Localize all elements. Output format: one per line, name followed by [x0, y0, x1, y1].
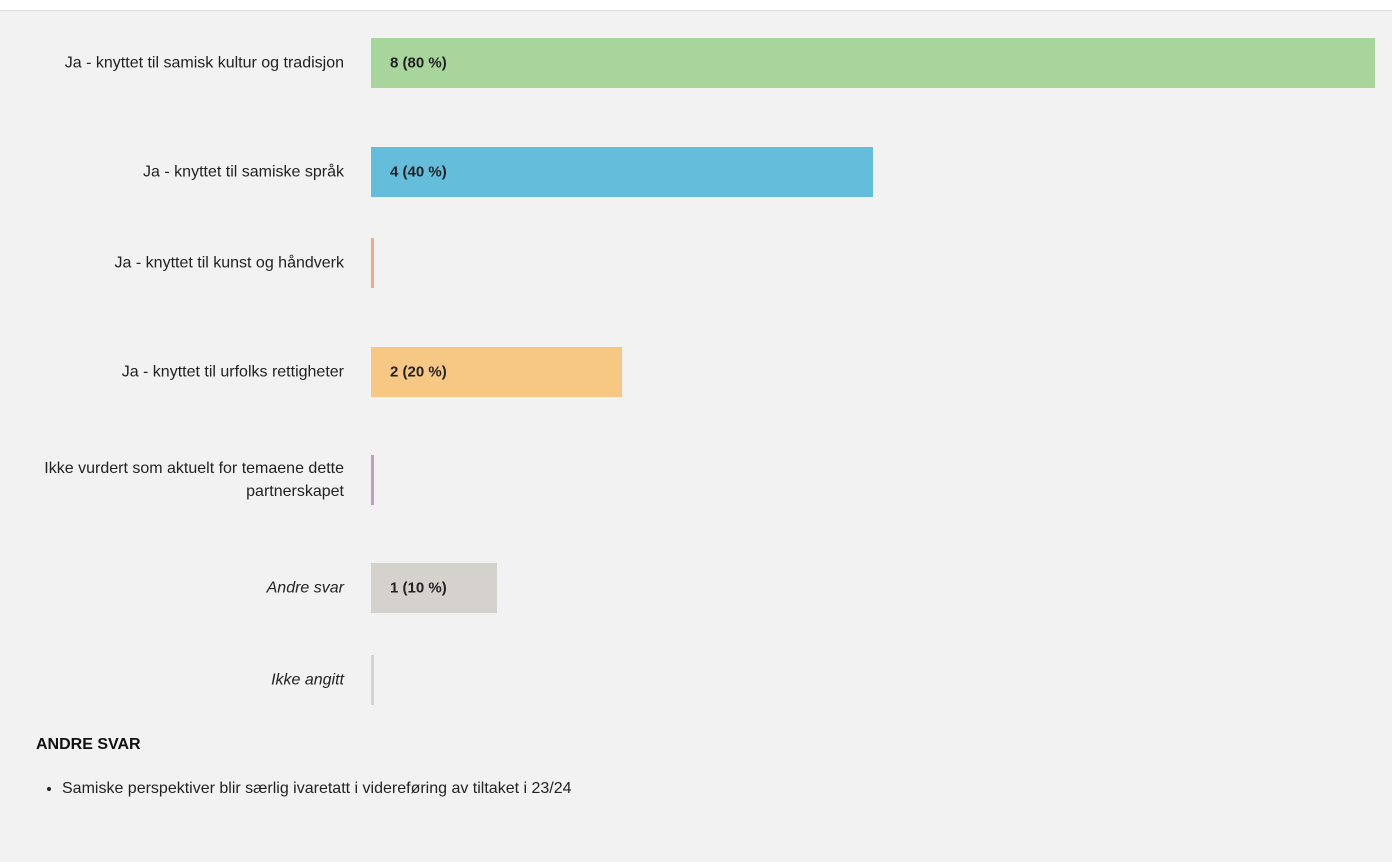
bar	[371, 655, 374, 705]
chart-panel	[0, 10, 1392, 862]
bar	[371, 147, 873, 197]
category-label: Ikke vurdert som aktuelt for temaene det…	[44, 460, 344, 500]
value-label: 4 (40 %)	[390, 163, 447, 181]
value-label: 8 (80 %)	[390, 54, 447, 72]
category-label: Ja - knyttet til urfolks rettigheter	[121, 363, 344, 381]
category-label: Ja - knyttet til samiske språk	[143, 163, 344, 181]
value-label: 1 (10 %)	[390, 579, 447, 597]
category-label: Ikke angitt	[271, 671, 344, 689]
category-label: Ja - knyttet til samisk kultur og tradis…	[64, 54, 344, 72]
bar	[371, 347, 622, 397]
notes-list: Samiske perspektiver blir særlig ivareta…	[36, 780, 572, 798]
bar	[371, 238, 374, 288]
note-item: Samiske perspektiver blir særlig ivareta…	[62, 780, 572, 798]
bar	[371, 38, 1375, 88]
value-label: 2 (20 %)	[390, 363, 447, 381]
bar	[371, 563, 497, 613]
bar	[371, 455, 374, 505]
notes-title: ANDRE SVAR	[36, 736, 141, 753]
category-label: Andre svar	[266, 579, 344, 597]
category-label: Ja - knyttet til kunst og håndverk	[114, 254, 344, 272]
